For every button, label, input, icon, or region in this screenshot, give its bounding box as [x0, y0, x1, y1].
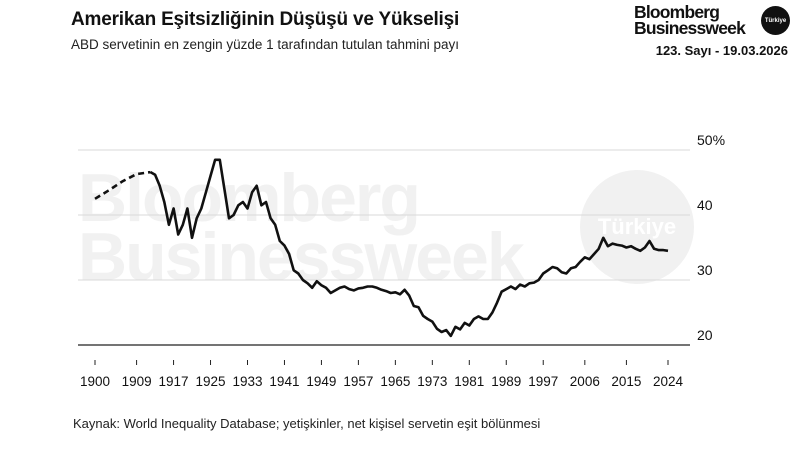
x-axis: 1900 1909 1917 1925 1933 1941 1949 1957 1965 1973… — [80, 360, 684, 389]
x-tick-label: 1973 — [417, 374, 447, 389]
x-tick-label: 1989 — [491, 374, 521, 389]
x-tick-label: 1909 — [122, 374, 152, 389]
y-tick-label: 20 — [697, 327, 713, 343]
x-tick-label: 1917 — [159, 374, 189, 389]
brand-name-line1: Bloomberg — [634, 2, 720, 22]
y-tick-label: 40 — [697, 197, 713, 213]
estimated-series-line — [94, 170, 151, 200]
y-tick-label: 50% — [697, 132, 725, 148]
x-tick-label: 1933 — [232, 374, 262, 389]
x-tick-label: 1925 — [196, 374, 226, 389]
x-tick-label: 1949 — [306, 374, 336, 389]
issue-info: 123. Sayı - 19.03.2026 — [655, 43, 788, 58]
x-tick-label: 2024 — [653, 374, 684, 389]
brand-logo: Bloomberg Businessweek — [634, 2, 759, 38]
y-axis: 20 30 40 50% — [697, 132, 725, 343]
x-tick-label: 1981 — [454, 374, 484, 389]
x-tick-label: 2006 — [570, 374, 600, 389]
watermark: Bloomberg Businessweek Türkiye — [78, 160, 694, 295]
x-tick-label: 2015 — [611, 374, 641, 389]
y-tick-label: 30 — [697, 262, 713, 278]
watermark-badge-circle — [580, 170, 694, 284]
watermark-line2: Businessweek — [78, 219, 525, 295]
grid — [78, 149, 690, 346]
chart-title: Amerikan Eşitsizliğinin Düşüşü ve Yüksel… — [71, 9, 460, 30]
chart-subtitle: ABD servetinin en zengin yüzde 1 tarafın… — [71, 37, 459, 52]
source-note: Kaynak: World Inequality Database; yetiş… — [73, 416, 541, 431]
brand-name-line2: Businessweek — [634, 18, 746, 38]
series — [94, 158, 669, 338]
x-tick-label: 1941 — [269, 374, 299, 389]
watermark-badge-text: Türkiye — [598, 214, 676, 239]
x-tick-label: 1965 — [380, 374, 410, 389]
x-tick-label: 1957 — [343, 374, 373, 389]
x-tick-label: 1900 — [80, 374, 110, 389]
x-tick-label: 1997 — [528, 374, 558, 389]
series-line — [149, 158, 669, 338]
brand-badge: Türkiye — [761, 6, 790, 35]
